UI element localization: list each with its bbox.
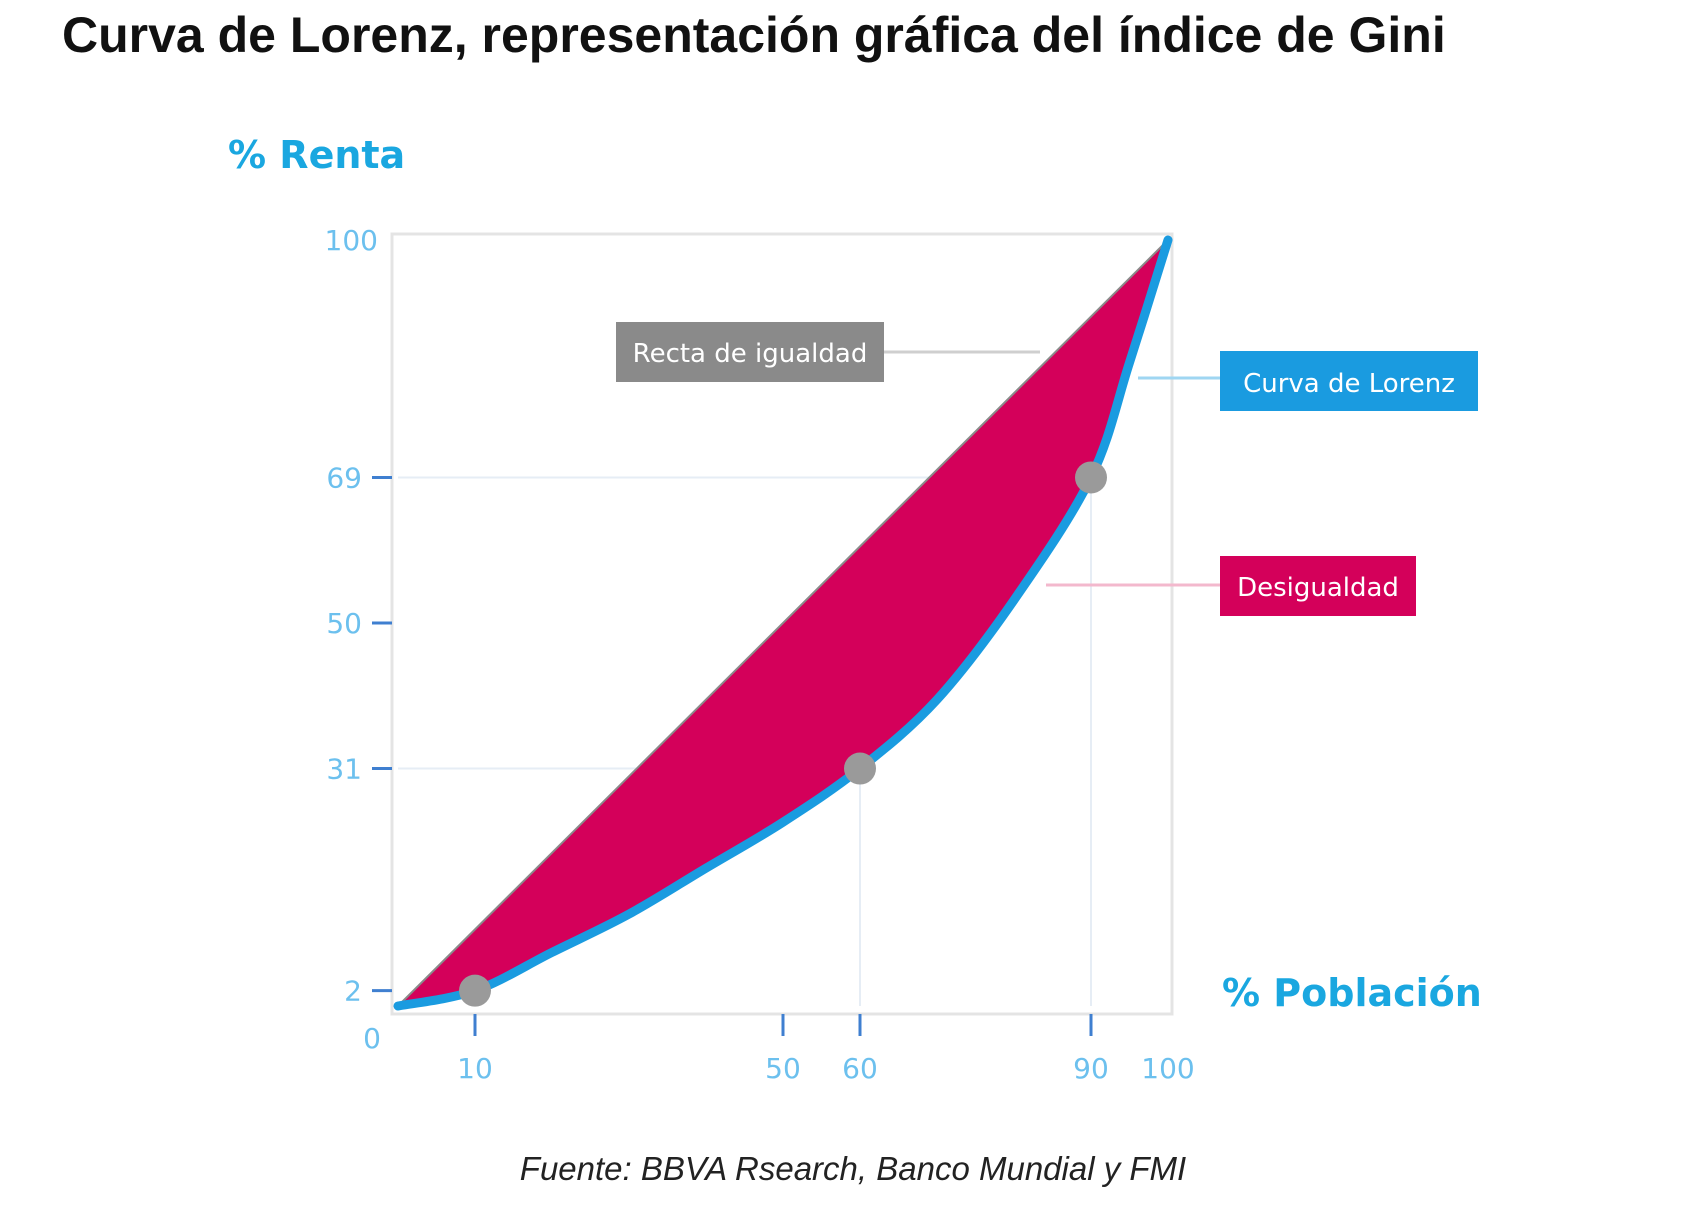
callout-lorenz-label: Curva de Lorenz — [1243, 369, 1455, 399]
highlighted-points — [459, 461, 1107, 1007]
x-tick-label: 90 — [1073, 1052, 1109, 1085]
x-tick-label: 10 — [457, 1052, 493, 1085]
x-axis-title: % Población — [1222, 971, 1482, 1015]
y-tick-label: 100 — [325, 224, 378, 257]
callout-equality-label: Recta de igualdad — [633, 339, 868, 369]
x-tick-label: 50 — [765, 1052, 801, 1085]
data-point — [1075, 461, 1107, 494]
y-axis-ticks: 2 31 50 69 100 — [325, 224, 392, 1008]
y-tick-label: 31 — [326, 753, 362, 786]
x-tick-label: 60 — [842, 1052, 878, 1085]
source-note: Fuente: BBVA Rsearch, Banco Mundial y FM… — [519, 1150, 1187, 1187]
origin-label: 0 — [363, 1022, 381, 1055]
data-point — [844, 752, 876, 785]
callout-inequality: Desigualdad — [1046, 556, 1416, 616]
chart-title: Curva de Lorenz, representación gráfica … — [62, 7, 1446, 63]
y-tick-label: 2 — [344, 975, 362, 1008]
y-tick-label: 69 — [326, 461, 362, 494]
data-point — [459, 974, 491, 1007]
callout-inequality-label: Desigualdad — [1237, 573, 1399, 603]
y-tick-label: 50 — [326, 607, 362, 640]
callout-lorenz-box — [1220, 351, 1478, 411]
equality-line — [397, 239, 1169, 1007]
x-axis-ticks: 10 50 60 90 100 — [457, 1014, 1195, 1085]
x-tick-label: 100 — [1141, 1052, 1194, 1085]
callout-equality-box — [616, 322, 884, 382]
callout-inequality-box — [1220, 556, 1416, 616]
callout-lorenz: Curva de Lorenz — [1138, 351, 1478, 411]
callout-equality: Recta de igualdad — [616, 322, 1040, 382]
y-axis-title: % Renta — [228, 133, 405, 177]
